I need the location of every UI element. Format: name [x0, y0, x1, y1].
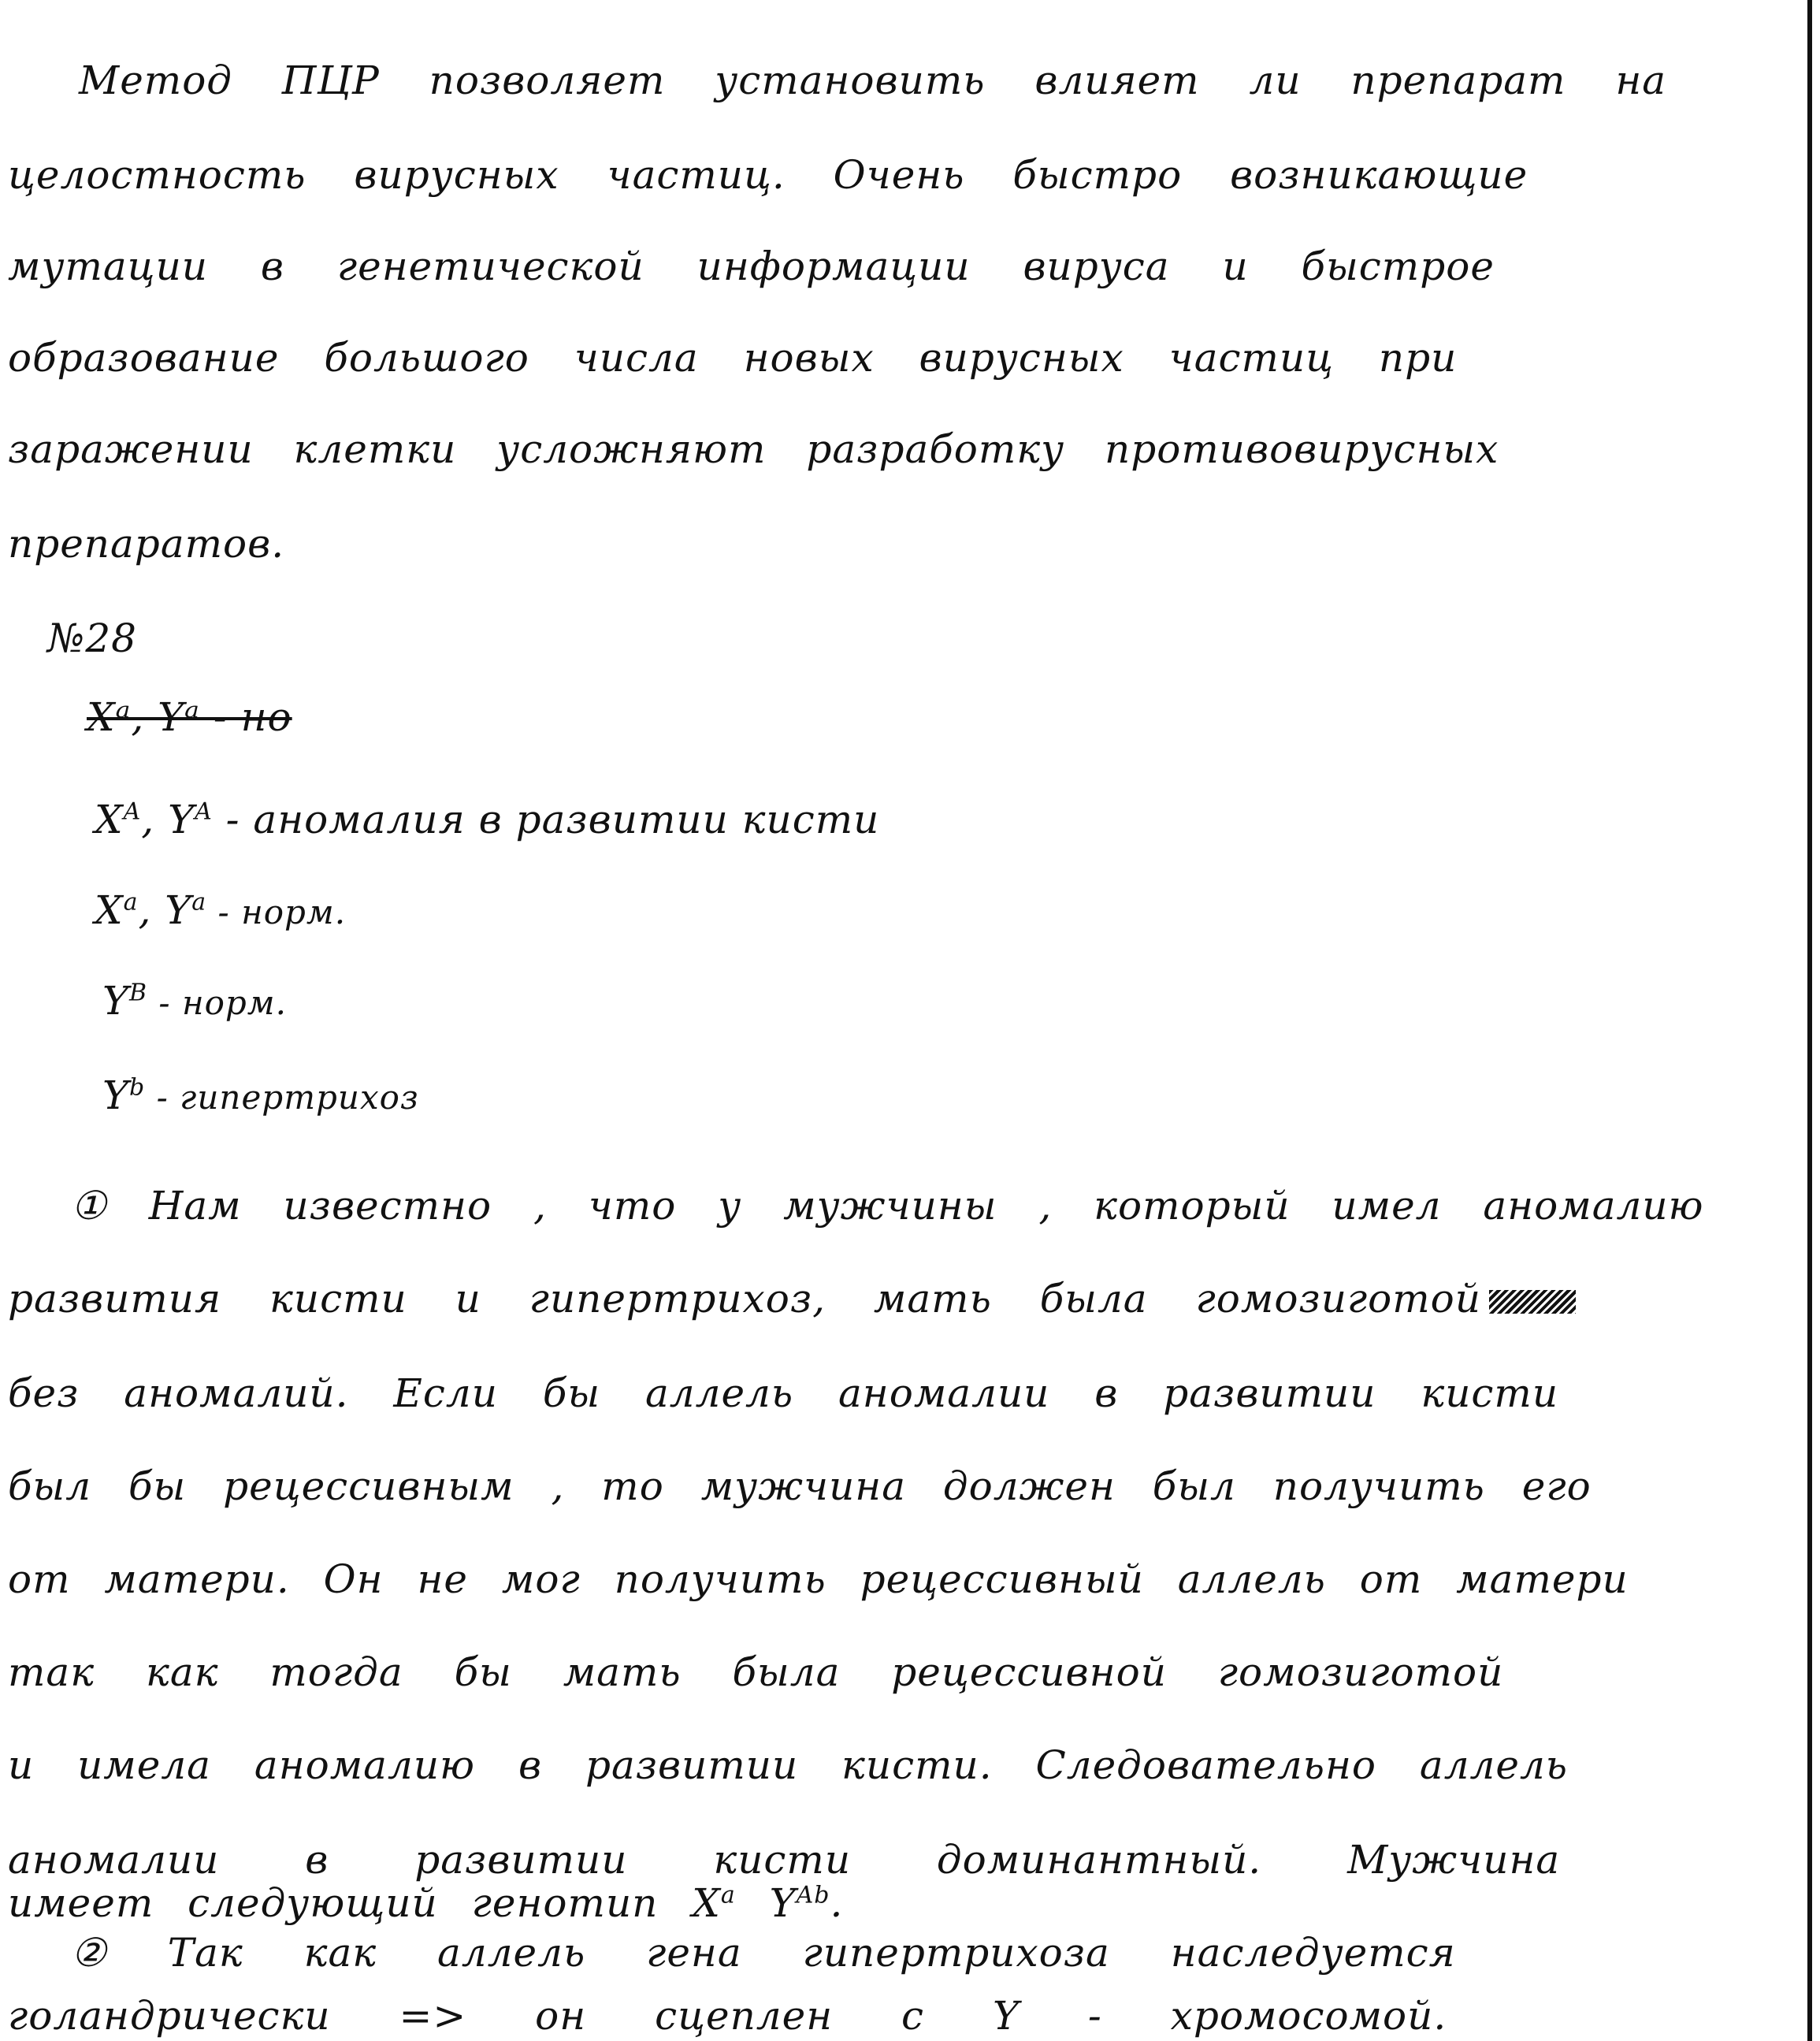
notation-line4-sup: b — [129, 1073, 146, 1102]
notation-line2-sup2: a — [191, 888, 207, 916]
notation-line2-sep: , Y — [138, 887, 192, 933]
notation-line2-sup1: a — [123, 888, 139, 916]
paragraph2-line9: имеет следующий генотип Xa YAb. — [8, 1879, 843, 1927]
notation-line1-sup1: A — [123, 797, 142, 826]
paragraph1-line6: препаратов. — [8, 521, 285, 567]
paragraph2-line9-sup2: Ab — [796, 1881, 830, 1909]
notation-line1-symbol: X — [95, 797, 124, 842]
paragraph2-line1: ① Нам известно , что у мужчины , который… — [71, 1183, 1704, 1229]
paragraph2-line4: был бы рецессивным , то мужчина должен б… — [8, 1463, 1592, 1509]
paragraph3-line2: голандрически => он сцеплен с Y - хромос… — [8, 1993, 1447, 2039]
notation-line4-text: - гипертрихоз — [145, 1078, 419, 1117]
notation-line3-sup: B — [129, 979, 148, 1007]
paragraph2-line5: от матери. Он не мог получить рецессивны… — [8, 1556, 1629, 1602]
paragraph2-line9-text: имеет следующий генотип X — [8, 1880, 721, 1926]
paragraph1-line3: мутации в генетической информации вируса… — [8, 244, 1495, 289]
notation-line2-text: - норм. — [206, 893, 347, 931]
paragraph2-line9-sup1: a — [720, 1881, 736, 1909]
paragraph2-line9-sep: Y — [735, 1880, 797, 1926]
task-number: №28 — [47, 615, 137, 661]
notation-line4: Yb - гипертрихоз — [102, 1072, 419, 1121]
paragraph1-line5: заражении клетки усложняют разработку пр… — [8, 426, 1499, 472]
paragraph1-line1: Метод ПЦР позволяет установить влияет ли… — [79, 58, 1667, 103]
struck-notation: Xᵃ, Yᵃ - но — [87, 693, 292, 741]
notation-line1-sep: , Y — [141, 797, 195, 842]
notation-line1: XA, YA - аномалия в развитии кисти — [95, 796, 879, 843]
notation-line2: Xa, Ya - норм. — [95, 887, 346, 936]
paragraph1-line2: целостность вирусных частиц. Очень быстр… — [8, 152, 1528, 198]
paragraph2-line8: аномалии в развитии кисти доминантный. М… — [8, 1837, 1561, 1883]
notation-line1-text: - аномалия в развитии кисти — [212, 797, 880, 842]
notation-line3-text: - норм. — [147, 983, 287, 1022]
struck-notation-text: Xᵃ, Yᵃ - но — [87, 694, 292, 740]
paragraph1-line4: образование большого числа новых вирусны… — [8, 335, 1458, 381]
notation-line4-symbol: Y — [102, 1073, 130, 1118]
paragraph3-line1: ② Так как аллель гена гипертрихоза насле… — [71, 1930, 1456, 1976]
paragraph2-line2: развития кисти и гипертрихоз, мать была … — [8, 1275, 1576, 1322]
paragraph2-line6: так как тогда бы мать была рецессивной г… — [8, 1649, 1504, 1695]
notation-line3-symbol: Y — [102, 978, 130, 1024]
paragraph2-line3: без аномалий. Если бы аллель аномалии в … — [8, 1370, 1559, 1416]
notation-line2-symbol: X — [95, 887, 124, 933]
notation-line3: YB - норм. — [102, 977, 287, 1027]
crossed-out-scribble — [1488, 1290, 1576, 1314]
notation-line1-sup2: A — [195, 797, 213, 826]
paragraph2-line9-end: . — [830, 1880, 844, 1926]
paragraph2-line2-text: развития кисти и гипертрихоз, мать была … — [8, 1276, 1481, 1322]
paragraph2-line7: и имела аномалию в развитии кисти. Следо… — [8, 1742, 1569, 1788]
